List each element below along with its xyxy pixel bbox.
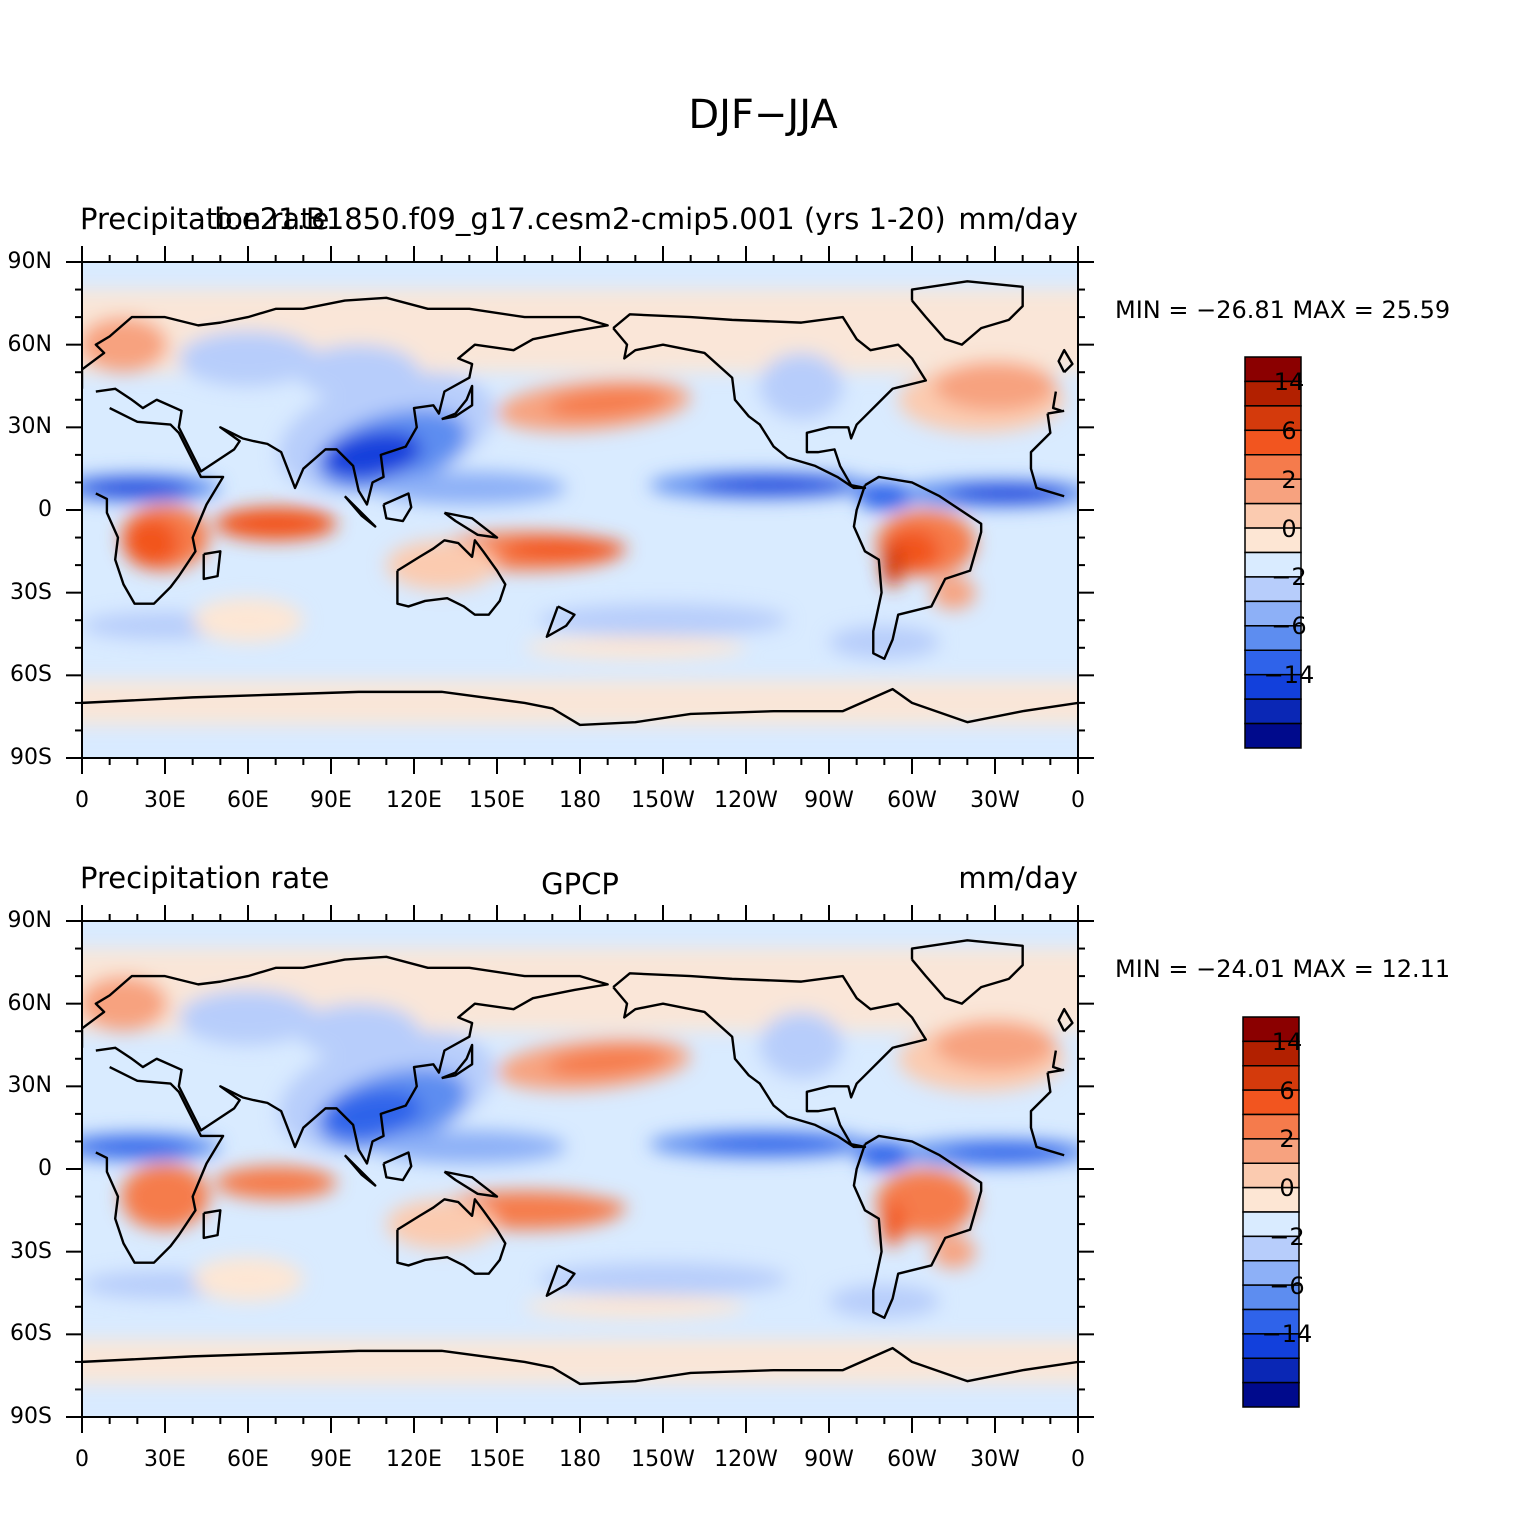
colorbars (1242, 356, 1302, 1408)
colorbar-swatch (1244, 625, 1302, 651)
colorbar-label: −14 (1263, 661, 1315, 690)
lat-tick-label: 90S (10, 745, 52, 770)
colorbar-label: −6 (1271, 612, 1307, 641)
lon-tick-label: 0 (75, 1447, 89, 1472)
lat-tick-label: 90N (7, 908, 52, 933)
lon-tick-label: 30E (144, 788, 186, 813)
colorbar-swatch (1242, 1211, 1300, 1238)
colorbar-label: 6 (1279, 1076, 1295, 1105)
colorbar-label: −2 (1271, 563, 1307, 592)
lon-tick-label: 90E (310, 788, 352, 813)
colorbar-label: 0 (1279, 1174, 1295, 1202)
colorbar-swatch (1242, 1381, 1300, 1408)
lat-tick-label: 60S (10, 1321, 52, 1347)
colorbar-swatch (1244, 576, 1302, 603)
colorbar-swatch (1242, 1357, 1300, 1384)
lon-tick-label: 0 (1071, 788, 1085, 813)
colorbar-swatch (1242, 1162, 1300, 1189)
colorbar-model (1244, 356, 1302, 749)
lon-tick-label: 150W (631, 788, 695, 813)
map-panel-model (82, 262, 1078, 758)
lon-tick-label: 180 (559, 1447, 601, 1472)
lon-tick-label: 30E (144, 1447, 186, 1472)
lat-tick-label: 30S (10, 1238, 52, 1264)
lon-tick-label: 60E (227, 1447, 269, 1472)
lon-tick-label: 120E (386, 788, 442, 813)
lon-tick-label: 60W (887, 788, 937, 813)
colorbar-swatch (1244, 454, 1302, 480)
coastlines-model (82, 280, 1078, 727)
colorbar-swatch (1242, 1235, 1300, 1262)
lon-tick-label: 120W (714, 1447, 778, 1472)
lon-tick-label: 150W (631, 1447, 695, 1472)
map-axes (66, 246, 1094, 1433)
colorbar-swatch (1244, 698, 1302, 725)
map-panel-gpcp (82, 921, 1078, 1417)
lon-tick-label: 180 (559, 788, 601, 813)
panel2-stats: MIN = −24.01 MAX = 12.11 (1115, 955, 1451, 983)
colorbar-label: 14 (1271, 1027, 1303, 1056)
lon-tick-label: 60W (887, 1447, 937, 1472)
lat-tick-label: 60S (10, 662, 52, 688)
lat-tick-label: 30N (7, 414, 52, 440)
lat-tick-label: 90S (10, 1404, 52, 1429)
colorbar-label: −14 (1261, 1320, 1313, 1349)
lon-tick-label: 150E (469, 788, 525, 813)
axis-frame-model (66, 246, 1094, 774)
lon-tick-label: 90W (804, 788, 854, 813)
colorbar-label: 0 (1281, 514, 1297, 543)
lon-tick-label: 30W (970, 1447, 1020, 1472)
colorbar-swatch (1244, 502, 1302, 529)
lon-tick-label: 90W (804, 1447, 854, 1472)
panel1-stats: MIN = −26.81 MAX = 25.59 (1115, 296, 1451, 324)
lat-tick-label: 0 (38, 497, 52, 522)
panel1-left-title: Precipitation rate (80, 202, 330, 236)
colorbar-label: −2 (1269, 1222, 1305, 1251)
lat-tick-label: 0 (38, 1156, 52, 1181)
colorbar-swatch (1244, 551, 1302, 578)
lat-tick-label: 90N (7, 249, 52, 274)
colorbar-swatch (1244, 356, 1302, 383)
colorbar-swatch (1242, 1016, 1300, 1043)
colorbar-swatch (1242, 1065, 1300, 1091)
lon-tick-label: 0 (1071, 1447, 1085, 1472)
coastlines-gpcp (82, 939, 1078, 1386)
lon-tick-label: 30W (970, 788, 1020, 813)
colorbar-label: 6 (1281, 416, 1297, 445)
lat-tick-label: 60N (7, 990, 52, 1016)
figure-title: DJF−JJA (688, 92, 838, 138)
colorbar-swatch (1244, 673, 1302, 700)
lon-tick-label: 60E (227, 788, 269, 813)
colorbar-label: 2 (1281, 465, 1297, 494)
lon-tick-label: 150E (469, 1447, 525, 1472)
colorbar-swatch (1242, 1186, 1300, 1213)
colorbar-swatch (1244, 380, 1302, 407)
lon-tick-label: 120W (714, 788, 778, 813)
lat-tick-label: 30S (10, 579, 52, 605)
colorbar-label: 2 (1279, 1125, 1295, 1154)
axis-frame-gpcp (66, 905, 1094, 1433)
panel1-right-title: mm/day (958, 202, 1078, 236)
colorbar-swatch (1244, 722, 1302, 749)
panel2-center-title: GPCP (541, 867, 619, 901)
lon-tick-label: 90E (310, 1447, 352, 1472)
panel1-center-title: b.e21.B1850.f09_g17.cesm2-cmip5.001 (yrs… (214, 202, 946, 236)
colorbar-gpcp (1242, 1016, 1300, 1408)
colorbar-swatch (1242, 1284, 1300, 1311)
colorbar-swatch (1244, 478, 1302, 505)
panel2-left-title: Precipitation rate (80, 861, 330, 895)
lat-tick-label: 60N (7, 331, 52, 357)
lat-tick-label: 30N (7, 1073, 52, 1099)
colorbar-label: −6 (1269, 1271, 1305, 1300)
lon-tick-label: 0 (75, 788, 89, 813)
colorbar-swatch (1244, 527, 1302, 554)
panel2-right-title: mm/day (958, 861, 1078, 895)
colorbar-label: 14 (1273, 367, 1305, 396)
lon-tick-label: 120E (386, 1447, 442, 1472)
